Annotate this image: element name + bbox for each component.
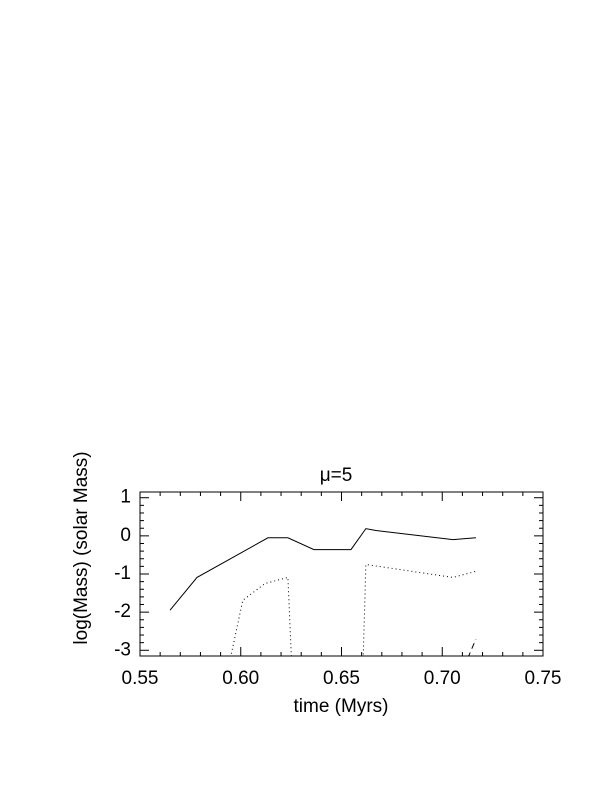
x-tick-label: 0.60 xyxy=(222,668,259,689)
series-line xyxy=(468,639,477,656)
series-line xyxy=(169,528,476,611)
x-tick-label: 0.65 xyxy=(323,668,360,689)
plot-frame xyxy=(139,491,544,657)
y-tick-label: 0 xyxy=(120,525,131,546)
y-axis-label: log(Mass) (solar Mass) xyxy=(71,451,92,644)
series-line xyxy=(230,563,477,656)
x-tick-label: 0.55 xyxy=(122,668,159,689)
y-tick-label: -3 xyxy=(114,639,131,660)
y-tick-label: -2 xyxy=(114,601,131,622)
y-tick-label: 1 xyxy=(120,487,131,508)
ticks: 0.55 0.60 0.65 0.70 0.75 1 0 -1 -2 -3 xyxy=(114,487,561,689)
x-tick-label: 0.75 xyxy=(525,668,562,689)
chart-title: μ=5 xyxy=(320,465,353,486)
x-tick-label: 0.70 xyxy=(424,668,461,689)
x-axis-label: time (Myrs) xyxy=(294,696,389,717)
y-tick-label: -1 xyxy=(114,563,131,584)
lines xyxy=(169,528,477,656)
